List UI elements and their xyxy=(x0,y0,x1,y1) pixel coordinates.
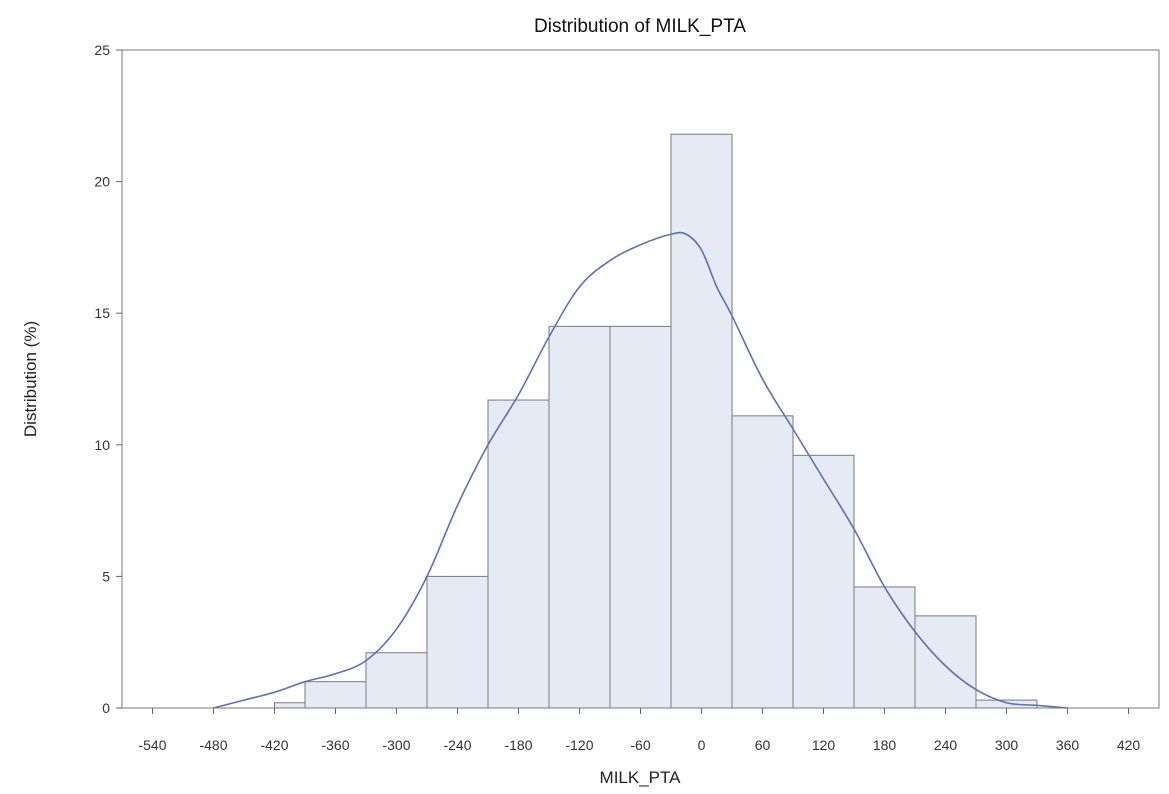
x-tick-label: 180 xyxy=(873,737,897,753)
histogram-bar-5 xyxy=(548,325,611,709)
x-tick-label: -420 xyxy=(260,737,288,753)
x-tick-label: 60 xyxy=(755,737,771,753)
histogram-bar-7 xyxy=(670,133,733,709)
x-tick-label: 300 xyxy=(995,737,1019,753)
histogram-bar-4 xyxy=(487,399,550,709)
x-tick-label: 240 xyxy=(934,737,958,753)
histogram-bar-6 xyxy=(609,325,672,709)
chart-title: Distribution of MILK_PTA xyxy=(534,16,746,37)
x-tick-label: -120 xyxy=(565,737,593,753)
y-axis-title: Distribution (%) xyxy=(21,321,40,437)
histogram-bars xyxy=(274,133,1038,709)
histogram-bar-8 xyxy=(731,415,794,709)
histogram-bar-12 xyxy=(975,699,1038,709)
y-tick-label: 0 xyxy=(102,700,110,716)
x-tick-label: -540 xyxy=(138,737,166,753)
histogram-bar-1 xyxy=(304,681,367,709)
histogram-bar-2 xyxy=(365,652,428,709)
x-axis: -540 -480 -420 -360 -300 -240 -180 -120 -60 0 60 12… xyxy=(138,708,1140,753)
y-axis: 0 5 10 15 20 25 xyxy=(94,42,122,716)
histogram-bar-11 xyxy=(914,615,977,709)
y-tick-label: 15 xyxy=(94,305,110,321)
x-tick-label: -240 xyxy=(443,737,471,753)
histogram-bar-9 xyxy=(792,454,855,709)
histogram-bar-3 xyxy=(426,575,489,709)
density-curve xyxy=(213,231,1068,709)
y-tick-label: 5 xyxy=(102,568,110,584)
y-tick-label: 20 xyxy=(94,174,110,190)
density-curve-layer xyxy=(213,231,1068,709)
y-tick-label: 10 xyxy=(94,437,110,453)
x-tick-label: 360 xyxy=(1056,737,1080,753)
x-tick-label: -180 xyxy=(504,737,532,753)
x-tick-label: 120 xyxy=(812,737,836,753)
x-tick-label: -300 xyxy=(382,737,410,753)
x-axis-title: MILK_PTA xyxy=(600,768,682,787)
histogram-bar-10 xyxy=(853,586,916,709)
x-tick-label: -360 xyxy=(321,737,349,753)
y-tick-label: 25 xyxy=(94,42,110,58)
histogram-bar-0 xyxy=(274,702,306,709)
x-tick-label: 0 xyxy=(698,737,706,753)
x-tick-label: 420 xyxy=(1117,737,1141,753)
x-tick-label: -480 xyxy=(199,737,227,753)
x-tick-label: -60 xyxy=(630,737,650,753)
